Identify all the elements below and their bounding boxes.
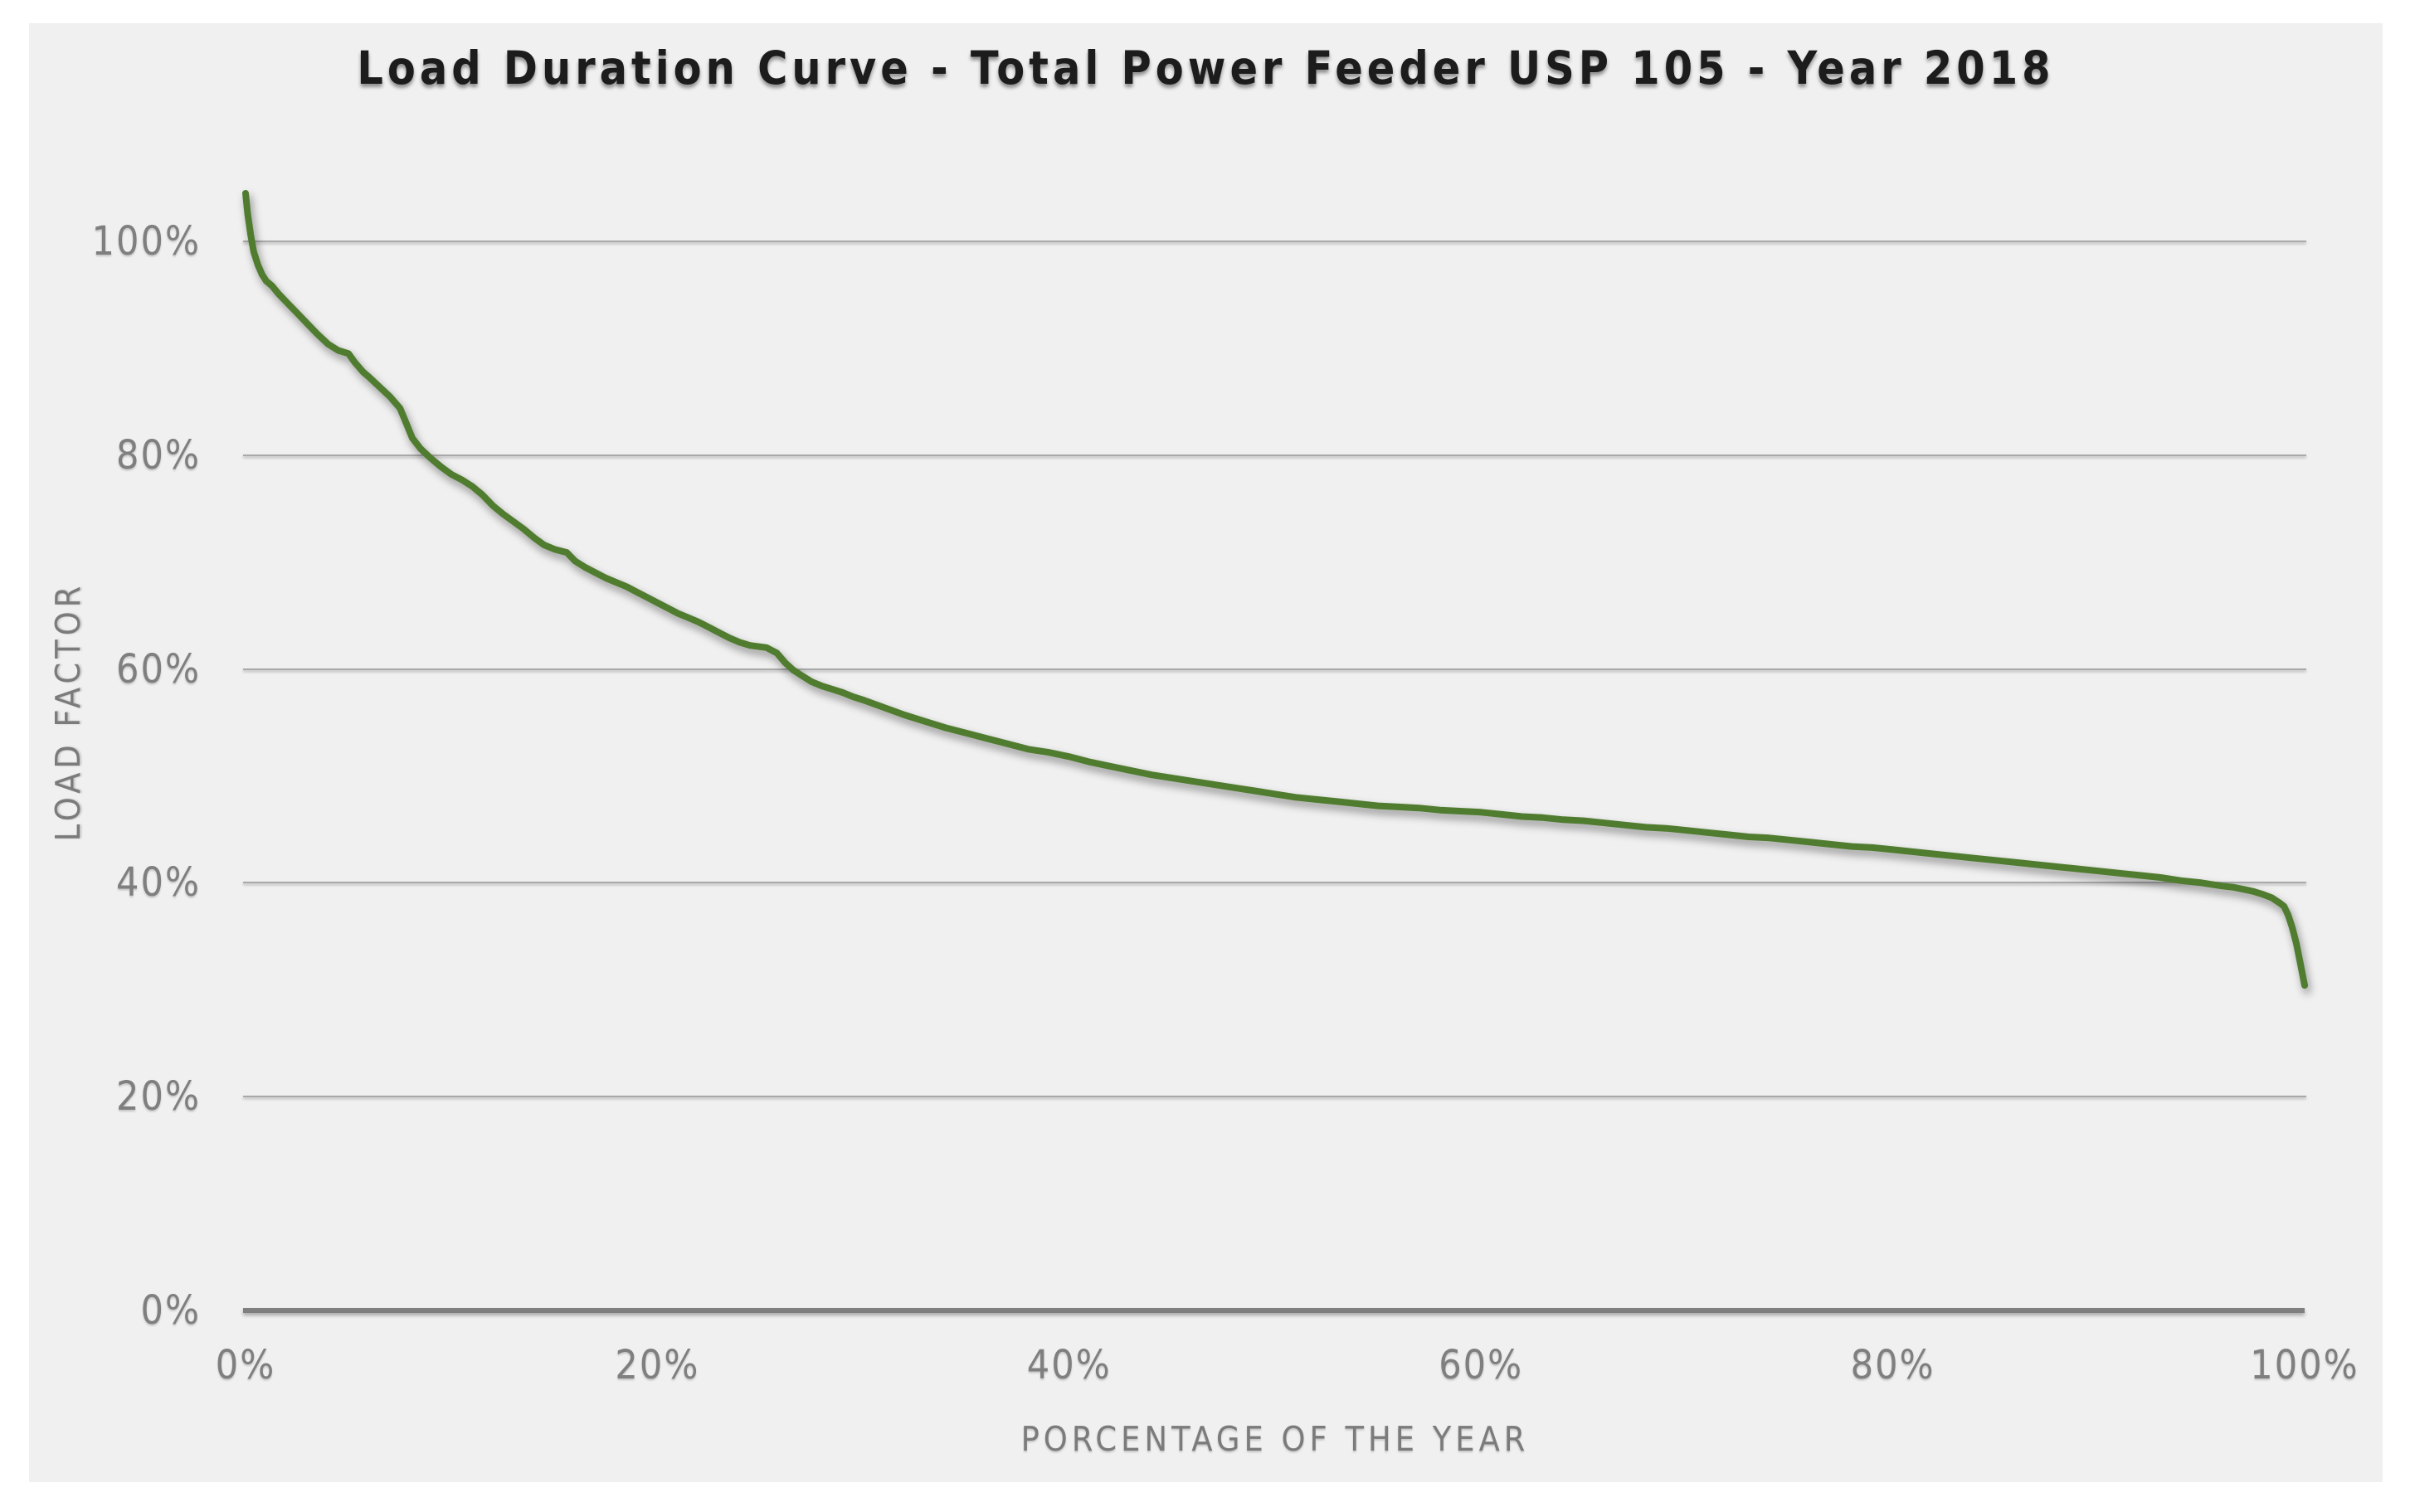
x-tick-label: 40%: [1026, 1342, 1112, 1388]
gridline-80: [243, 454, 2306, 456]
x-tick-label: 80%: [1850, 1342, 1935, 1388]
gridline-60: [243, 668, 2306, 670]
y-tick-label: 0%: [140, 1287, 201, 1334]
gridline-40: [243, 882, 2306, 884]
x-tick-label: 60%: [1439, 1342, 1524, 1388]
gridline-20: [243, 1096, 2306, 1098]
x-tick-label: 20%: [615, 1342, 700, 1388]
y-tick-label: 100%: [91, 218, 201, 265]
y-tick-label: 20%: [116, 1073, 201, 1121]
x-axis-baseline: [243, 1308, 2305, 1313]
chart-panel: [29, 23, 2383, 1482]
x-axis-title: PORCENTAGE OF THE YEAR: [1020, 1419, 1530, 1459]
x-tick-label: 0%: [215, 1342, 276, 1388]
y-tick-label: 40%: [116, 859, 201, 907]
chart-title: Load Duration Curve - Total Power Feeder…: [357, 41, 2055, 95]
y-tick-label: 60%: [116, 645, 201, 693]
x-tick-label: 100%: [2250, 1342, 2359, 1388]
load-duration-curve: [242, 190, 2308, 989]
y-tick-label: 80%: [116, 431, 201, 479]
gridline-100: [243, 241, 2306, 242]
